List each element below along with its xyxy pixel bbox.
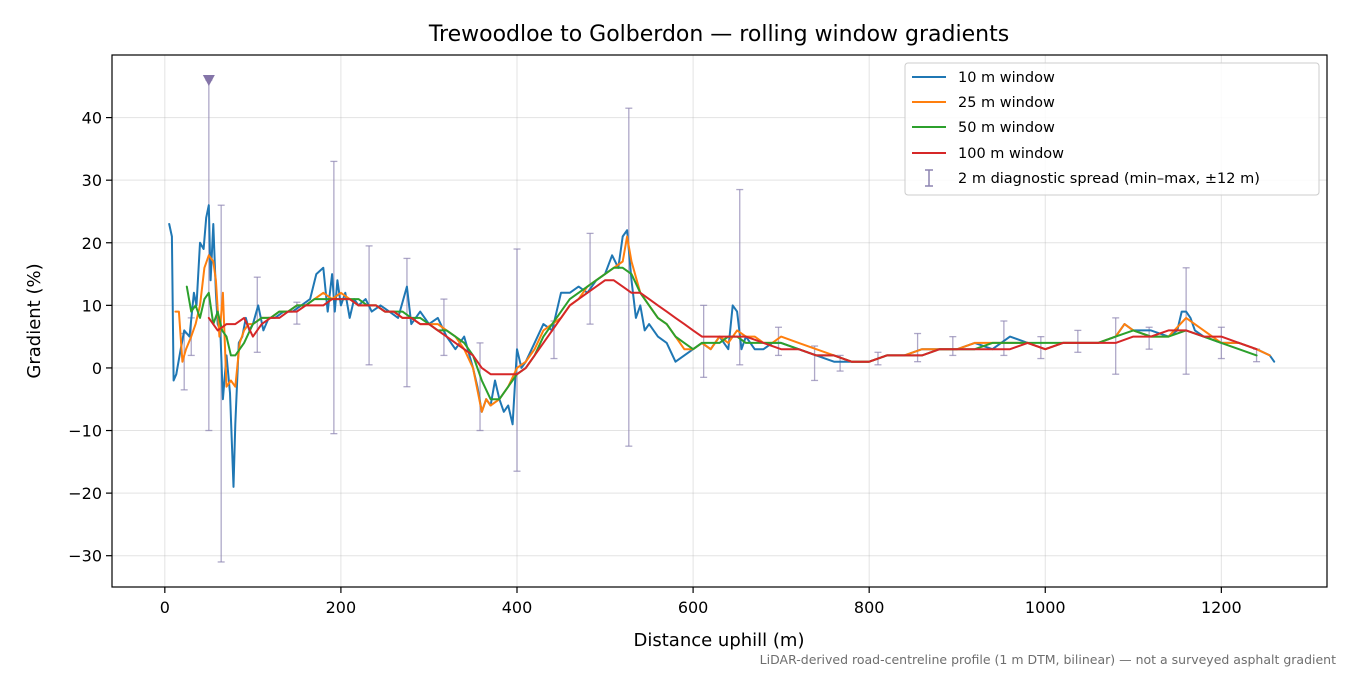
x-axis-ticks: 0 200 400 600 800 1000 1200 [160, 587, 1242, 617]
x-tick-label: 1200 [1201, 598, 1242, 617]
y-axis-label: Gradient (%) [24, 263, 45, 378]
y-axis-ticks: −30 −20 −10 0 10 20 30 40 [68, 109, 112, 566]
legend-label: 10 m window [958, 70, 1055, 86]
footnote: LiDAR-derived road-centreline profile (1… [760, 652, 1336, 667]
x-tick-label: 200 [326, 598, 357, 617]
spread-bar [1074, 329, 1082, 353]
x-tick-label: 400 [502, 598, 533, 617]
y-tick-label: −30 [68, 547, 102, 566]
x-tick-label: 600 [678, 598, 709, 617]
spread-bar [403, 257, 411, 388]
x-tick-label: 0 [160, 598, 170, 617]
spread-bar [1182, 267, 1190, 375]
legend-item: 100 m window [912, 146, 1064, 162]
y-tick-label: −20 [68, 484, 102, 503]
spread-bar [586, 232, 594, 325]
y-tick-label: 30 [82, 171, 102, 190]
y-tick-label: 0 [92, 359, 102, 378]
spread-bar [949, 335, 957, 357]
spread-bar [811, 345, 819, 382]
legend-item: 25 m window [912, 95, 1055, 111]
legend: 10 m window 25 m window 50 m window 100 m w… [904, 62, 1320, 196]
grid-lines [112, 55, 1327, 587]
spread-bar [914, 332, 922, 363]
series-lines [168, 204, 1276, 488]
legend-item-spread: 2 m diagnostic spread (min–max, ±12 m) [925, 169, 1260, 187]
series-line-100m [207, 279, 1258, 376]
plot-frame [111, 54, 1328, 588]
y-tick-label: −10 [68, 422, 102, 441]
spread-bar [625, 107, 633, 447]
clipped-triangle-marker [202, 75, 215, 87]
spread-bar [253, 276, 261, 353]
y-tick-label: 10 [82, 296, 102, 315]
spread-bar [217, 204, 225, 563]
spread-bar [774, 326, 782, 357]
legend-label-spread: 2 m diagnostic spread (min–max, ±12 m) [958, 171, 1260, 187]
chart-title: Trewoodloe to Golberdon — rolling window… [428, 22, 1009, 47]
x-tick-label: 1000 [1025, 598, 1066, 617]
legend-label: 100 m window [958, 146, 1064, 162]
legend-box [904, 62, 1320, 196]
legend-label: 25 m window [958, 95, 1055, 111]
x-axis-label: Distance uphill (m) [634, 630, 805, 651]
legend-item: 50 m window [912, 120, 1055, 136]
y-tick-label: 20 [82, 234, 102, 253]
spread-bar [476, 342, 484, 432]
x-tick-label: 800 [854, 598, 885, 617]
spread-bar [700, 304, 708, 378]
spread-bar [1112, 317, 1120, 375]
y-tick-label: 40 [82, 109, 102, 128]
clipped-marker [202, 75, 215, 87]
legend-label: 50 m window [958, 120, 1055, 136]
legend-item: 10 m window [912, 70, 1055, 86]
